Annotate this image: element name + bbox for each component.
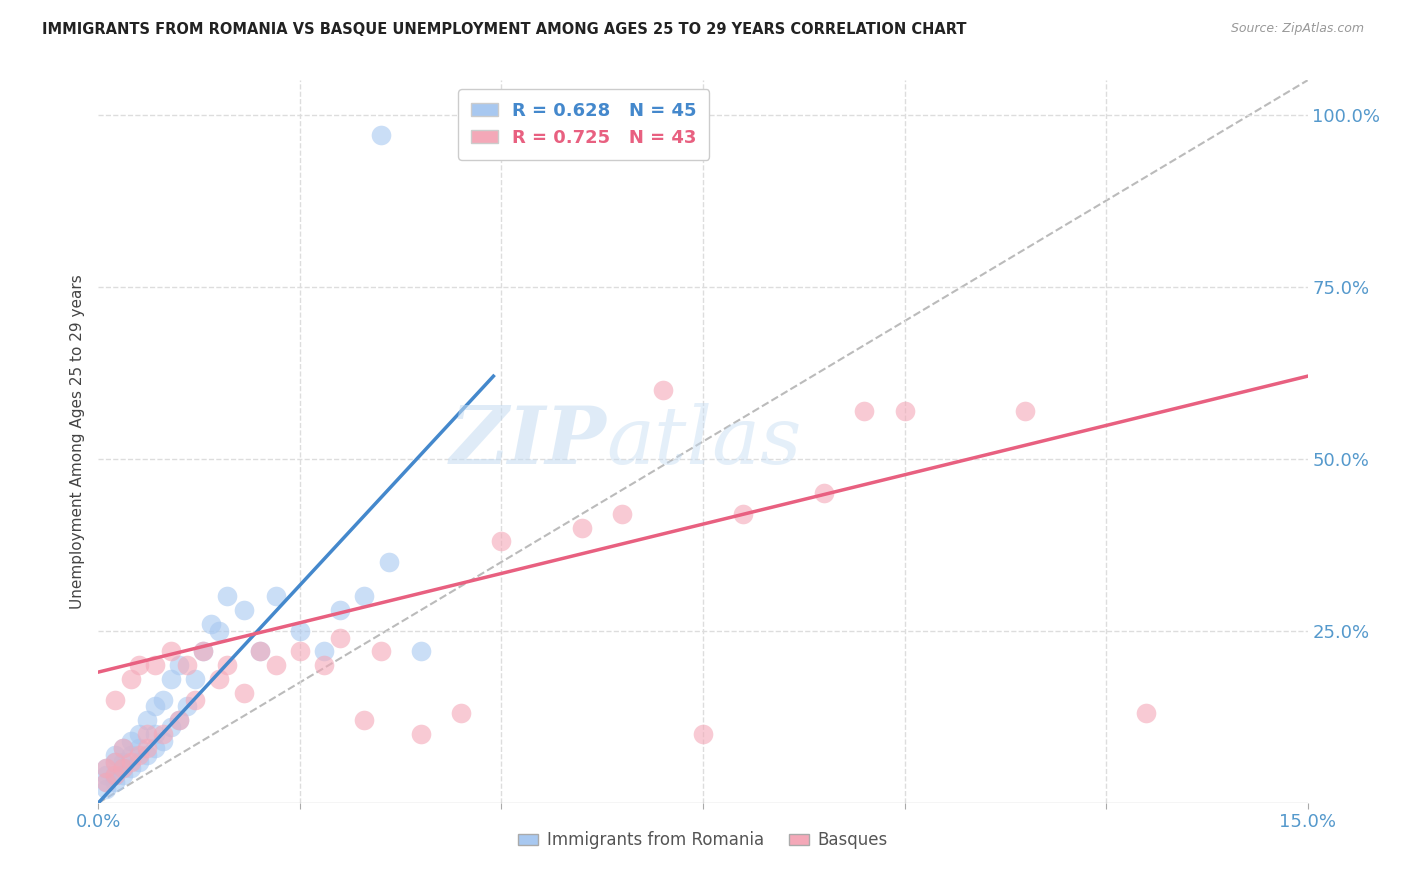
Point: [208, 672, 231, 686]
Point: [264, 658, 287, 673]
Point: [143, 740, 166, 755]
Point: [96, 782, 118, 797]
Point: [853, 403, 876, 417]
Point: [152, 734, 174, 748]
Point: [314, 644, 336, 658]
Point: [288, 624, 311, 638]
Point: [176, 699, 198, 714]
Point: [103, 755, 125, 769]
Point: [217, 658, 239, 673]
Point: [491, 534, 513, 549]
Point: [249, 644, 271, 658]
Point: [120, 672, 142, 686]
Point: [167, 713, 190, 727]
Point: [160, 672, 183, 686]
Point: [571, 520, 593, 534]
Point: [135, 727, 157, 741]
Point: [329, 603, 352, 617]
Point: [184, 672, 207, 686]
Point: [143, 658, 166, 673]
Point: [692, 727, 714, 741]
Point: [184, 692, 207, 706]
Point: [120, 755, 142, 769]
Point: [232, 686, 254, 700]
Point: [111, 761, 134, 775]
Point: [103, 747, 125, 762]
Point: [96, 775, 118, 789]
Point: [167, 658, 190, 673]
Point: [208, 624, 231, 638]
Point: [103, 768, 125, 782]
Point: [329, 631, 352, 645]
Point: [314, 658, 336, 673]
Point: [893, 403, 915, 417]
Point: [264, 590, 287, 604]
Point: [103, 755, 125, 769]
Point: [353, 590, 375, 604]
Point: [135, 747, 157, 762]
Point: [152, 727, 174, 741]
Point: [450, 706, 472, 721]
Point: [160, 644, 183, 658]
Point: [96, 761, 118, 775]
Point: [409, 727, 432, 741]
Point: [128, 740, 150, 755]
Point: [103, 768, 125, 782]
Point: [135, 713, 157, 727]
Point: [249, 644, 271, 658]
Point: [103, 775, 125, 789]
Point: [353, 713, 375, 727]
Point: [143, 699, 166, 714]
Point: [813, 486, 835, 500]
Point: [111, 761, 134, 775]
Point: [193, 644, 215, 658]
Text: ZIP: ZIP: [450, 403, 606, 480]
Y-axis label: Unemployment Among Ages 25 to 29 years: Unemployment Among Ages 25 to 29 years: [69, 274, 84, 609]
Point: [370, 644, 392, 658]
Point: [96, 768, 118, 782]
Point: [120, 747, 142, 762]
Point: [128, 755, 150, 769]
Point: [120, 761, 142, 775]
Point: [200, 616, 222, 631]
Point: [167, 713, 190, 727]
Text: Source: ZipAtlas.com: Source: ZipAtlas.com: [1230, 22, 1364, 36]
Point: [1135, 706, 1157, 721]
Point: [217, 590, 239, 604]
Point: [96, 775, 118, 789]
Point: [111, 768, 134, 782]
Point: [128, 727, 150, 741]
Point: [288, 644, 311, 658]
Point: [232, 603, 254, 617]
Point: [193, 644, 215, 658]
Point: [152, 692, 174, 706]
Point: [612, 507, 634, 521]
Point: [96, 761, 118, 775]
Legend: Immigrants from Romania, Basques: Immigrants from Romania, Basques: [512, 824, 894, 856]
Point: [143, 727, 166, 741]
Text: atlas: atlas: [606, 403, 801, 480]
Point: [128, 658, 150, 673]
Point: [651, 383, 673, 397]
Point: [1014, 403, 1036, 417]
Point: [120, 734, 142, 748]
Point: [135, 740, 157, 755]
Point: [377, 555, 399, 569]
Point: [111, 740, 134, 755]
Text: IMMIGRANTS FROM ROMANIA VS BASQUE UNEMPLOYMENT AMONG AGES 25 TO 29 YEARS CORRELA: IMMIGRANTS FROM ROMANIA VS BASQUE UNEMPL…: [42, 22, 967, 37]
Point: [733, 507, 755, 521]
Point: [176, 658, 198, 673]
Point: [111, 740, 134, 755]
Point: [111, 755, 134, 769]
Point: [409, 644, 432, 658]
Point: [160, 720, 183, 734]
Point: [128, 747, 150, 762]
Point: [103, 692, 125, 706]
Point: [370, 128, 392, 143]
